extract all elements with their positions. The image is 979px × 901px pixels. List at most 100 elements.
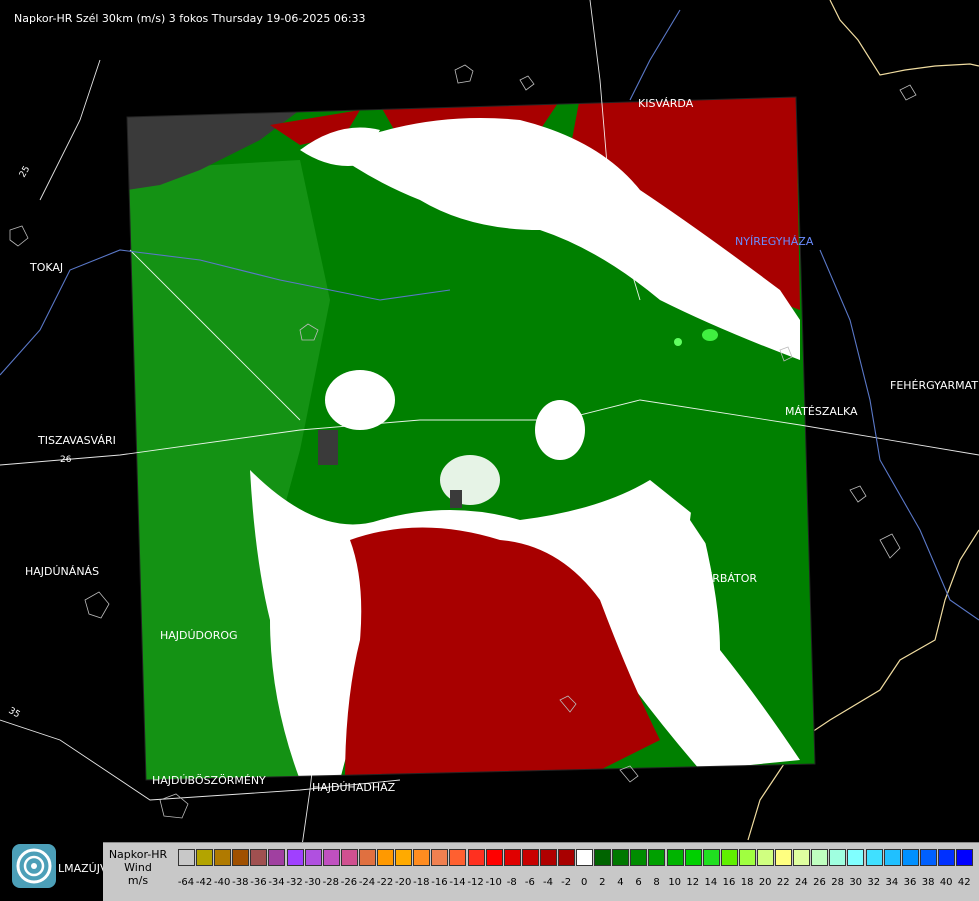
legend-tick-label: -22 [376,877,394,888]
legend-tick-label: 38 [921,877,935,888]
legend-swatch [286,849,304,866]
legend-swatch [196,849,214,866]
legend-tick-label: 32 [867,877,881,888]
legend-swatch [865,849,883,866]
legend-tick-label: 16 [722,877,736,888]
legend-swatch [775,849,793,866]
legend-tick-label: 10 [668,877,682,888]
country-border-south [747,529,979,841]
legend-swatch [178,849,195,866]
svg-text:25: 25 [18,165,32,180]
legend-tick-label: -2 [561,877,572,888]
swirl-icon [16,848,52,884]
city-label-nyiregyhaza: NYÍREGYHÁZA [735,235,814,248]
city-label-hajdudorog: HAJDÚDOROG [160,629,238,642]
legend-swatch [539,849,557,866]
legend-swatch [738,849,756,866]
legend-tick-label: 28 [831,877,844,888]
legend-swatch [214,849,232,866]
legend-swatch [720,849,738,866]
legend-swatch [485,849,503,866]
legend-tick-label: -24 [358,877,376,888]
legend-tick-label: -28 [322,877,339,888]
settlement-outlines [9,64,917,819]
rivers [0,9,979,621]
legend-swatch [431,849,449,866]
legend-swatch [883,849,901,866]
legend-tick-label: 24 [795,877,808,888]
map-title: Napkor-HR Szél 30km (m/s) 3 fokos Thursd… [14,12,366,25]
legend-swatch [648,849,666,866]
legend-tick-label: -4 [543,877,553,888]
legend-swatch [956,849,974,866]
legend-swatch [919,849,937,866]
legend-tick-label: 2 [599,877,606,888]
legend-tick-label: -20 [395,877,412,888]
legend-tick-label: -32 [286,877,303,888]
legend-swatch [576,849,594,866]
legend-label: Napkor-HR Wind m/s [103,843,173,901]
color-legend: Napkor-HR Wind m/s -64 -42 -40 -38 -36 -34 -32… [103,842,979,901]
city-label-hajduhadhaz: HAJDÚHADHÁZ [312,781,396,794]
legend-swatch [811,849,829,866]
legend-swatch [684,849,702,866]
legend-swatch [377,849,395,866]
legend-line1: Napkor-HR [108,848,168,861]
legend-tick-label: -8 [506,877,517,888]
legend-tick-label: -38 [232,877,249,888]
legend-swatch [829,849,847,866]
legend-tick-label: 42 [957,877,971,888]
legend-swatch [901,849,919,866]
city-label-tiszavasvari: TISZAVASVÁRI [38,434,116,447]
legend-tick-label: -26 [340,877,358,888]
legend-tick-label: -64 [177,877,195,888]
legend-swatch [612,849,630,866]
legend-tick-label: 30 [849,877,863,888]
legend-tick-label: 36 [903,877,917,888]
legend-tick-label: 4 [617,877,624,888]
legend-tick-label: 26 [813,877,826,888]
svg-text:35: 35 [7,706,22,720]
legend-tick-label: -42 [195,877,213,888]
legend-swatch [340,849,358,866]
legend-swatch [757,849,774,866]
legend-line2: Wind [124,861,152,874]
legend-tick-label: 0 [581,877,588,888]
legend-swatch [557,849,575,866]
city-label-nyirbator: NYÍRBÁTOR [694,572,758,585]
legend-swatch [594,849,612,866]
road-network [0,0,979,861]
legend-tick-label: 18 [740,877,754,888]
legend-tick-label: -36 [250,877,267,888]
legend-tick-label: 40 [939,877,953,888]
legend-tick-label: -10 [485,877,502,888]
legend-tick-label: -40 [214,877,231,888]
legend-swatches [178,849,974,869]
legend-swatch [467,849,485,866]
legend-swatch [937,849,955,866]
legend-tick-label: 6 [635,877,642,888]
legend-swatch [322,849,340,866]
legend-tick-label: 12 [686,877,700,888]
legend-swatch [358,849,376,866]
city-label-hajduboszormeny: HAJDÚBÖSZÖRMÉNY [152,774,266,787]
legend-swatch [702,849,720,866]
legend-tick-label: -12 [467,877,484,888]
city-label-tokaj: TOKAJ [30,261,64,274]
legend-tick-label: 8 [653,877,660,888]
legend-tick-label: -16 [431,877,448,888]
legend-tick-label: 22 [776,877,790,888]
city-label-kisvarda: KISVÁRDA [638,97,694,110]
legend-tick-label: 34 [885,877,899,888]
legend-swatch [395,849,413,866]
legend-tick-label: -34 [268,877,285,888]
legend-tick-label: 14 [704,877,718,888]
svg-text:26: 26 [60,455,72,465]
legend-swatch [521,849,539,866]
legend-tick-label: -18 [413,877,430,888]
legend-swatch [630,849,648,866]
country-border [829,0,979,76]
legend-swatch [449,849,467,866]
city-label-hajdunanas: HAJDÚNÁNÁS [25,565,100,578]
